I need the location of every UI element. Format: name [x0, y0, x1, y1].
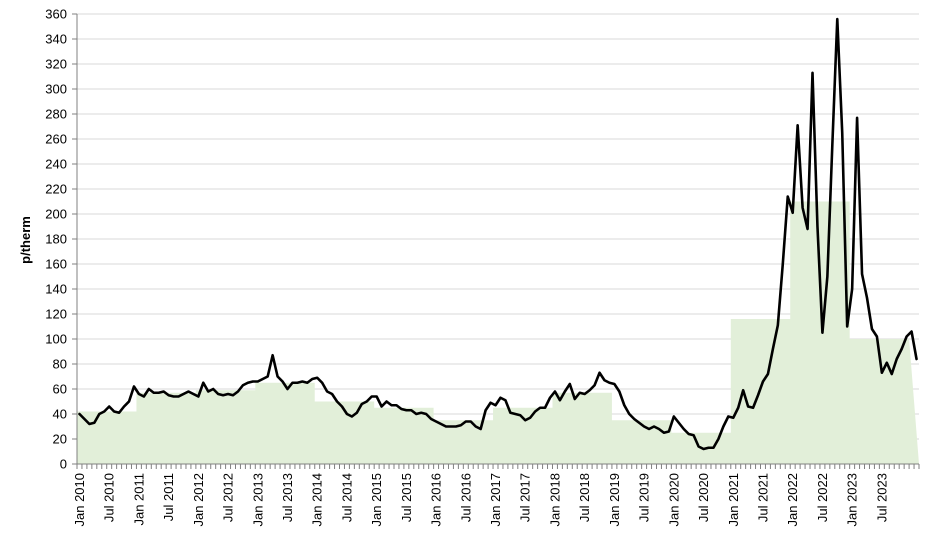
axes	[72, 13, 920, 469]
x-tick-label: Jan 2010	[72, 473, 87, 527]
gridlines	[77, 13, 919, 440]
x-tick-label: Jan 2012	[191, 473, 206, 527]
monthly-price-line	[78, 17, 918, 451]
y-tick-label: 240	[45, 157, 67, 172]
x-tick-label: Jul 2012	[221, 473, 236, 522]
x-tick-label: Jan 2015	[369, 473, 384, 527]
y-tick-label: 300	[45, 82, 67, 97]
y-tick-label: 200	[45, 207, 67, 222]
x-axis-ticks: Jan 2010 Jul 2010 Jan 2011 Jul 2011 Jan 2012…	[72, 473, 889, 527]
x-tick-label: Jul 2020	[696, 473, 711, 522]
x-tick-label: Jul 2014	[339, 473, 354, 522]
y-tick-label: 40	[53, 407, 67, 422]
x-tick-label: Jul 2015	[399, 473, 414, 522]
x-tick-label: Jul 2019	[637, 473, 652, 522]
x-tick-label: Jul 2016	[458, 473, 473, 522]
y-tick-label: 60	[53, 382, 67, 397]
y-tick-label: 140	[45, 282, 67, 297]
x-tick-label: Jan 2023	[845, 473, 860, 527]
x-tick-label: Jan 2016	[429, 473, 444, 527]
y-tick-label: 180	[45, 232, 67, 247]
y-tick-label: 100	[45, 332, 67, 347]
y-tick-label: 220	[45, 182, 67, 197]
y-tick-label: 160	[45, 257, 67, 272]
annual-average-area	[77, 201, 919, 464]
y-tick-label: 260	[45, 132, 67, 147]
y-tick-label: 80	[53, 357, 67, 372]
x-tick-label: Jan 2017	[488, 473, 503, 527]
y-tick-label: 340	[45, 32, 67, 47]
x-tick-label: Jul 2011	[161, 473, 176, 521]
x-tick-label: Jan 2013	[250, 473, 265, 527]
y-tick-label: 320	[45, 57, 67, 72]
x-tick-label: Jan 2020	[666, 473, 681, 527]
x-tick-label: Jul 2018	[577, 473, 592, 522]
y-tick-label: 20	[53, 432, 67, 447]
y-tick-label: 280	[45, 107, 67, 122]
y-axis-title: p/therm	[18, 216, 33, 264]
x-tick-label: Jul 2017	[518, 473, 533, 522]
x-tick-label: Jan 2021	[726, 473, 741, 527]
x-tick-label: Jul 2022	[815, 473, 830, 522]
y-tick-label: 0	[60, 457, 67, 472]
x-tick-label: Jul 2021	[755, 473, 770, 522]
x-tick-label: Jul 2010	[102, 473, 117, 522]
x-tick-label: Jan 2018	[547, 473, 562, 527]
x-tick-label: Jan 2019	[607, 473, 622, 527]
x-tick-label: Jan 2014	[310, 473, 325, 527]
x-tick-label: Jan 2022	[785, 473, 800, 527]
y-tick-label: 360	[45, 7, 67, 22]
y-tick-label: 120	[45, 307, 67, 322]
x-tick-label: Jan 2011	[131, 473, 146, 526]
x-tick-label: Jul 2013	[280, 473, 295, 522]
y-axis-ticks: 0 20 40 60 80 100 120 140 160 180 200 220 240 260 280 3…	[45, 7, 67, 472]
x-tick-label: Jul 2023	[874, 473, 889, 522]
